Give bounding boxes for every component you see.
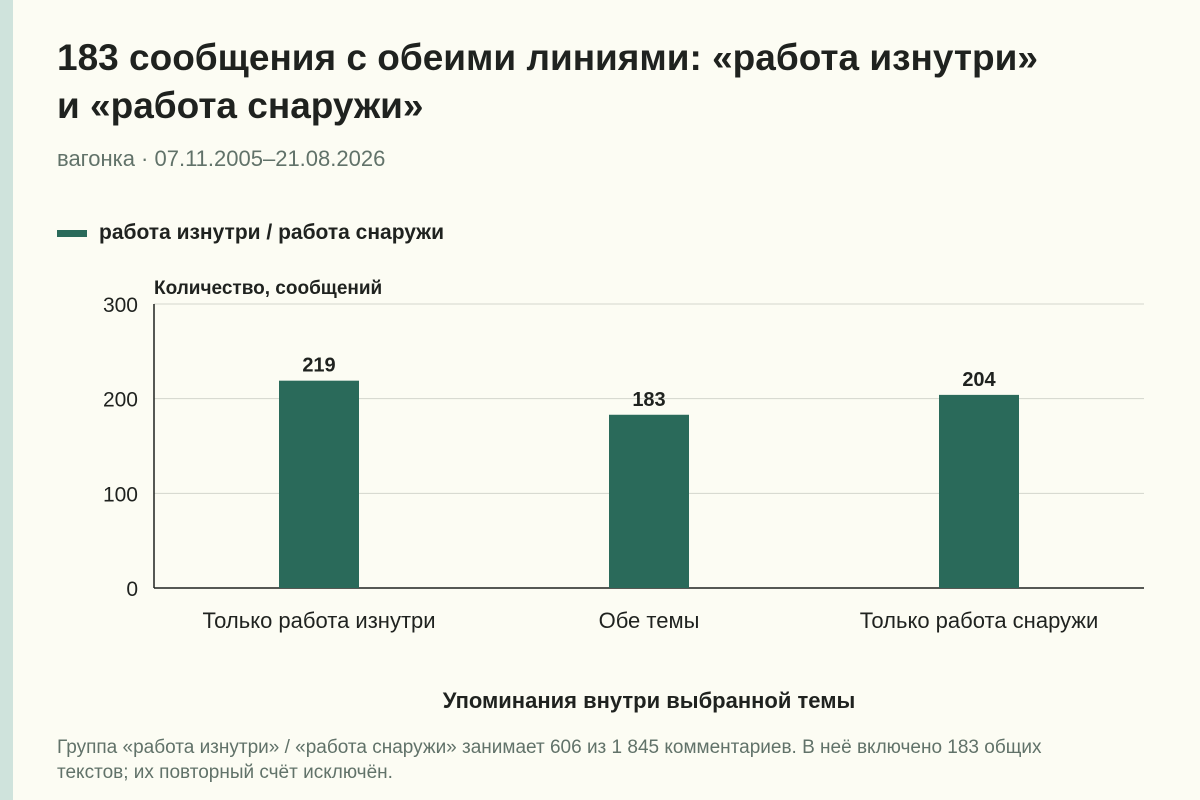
chart-title: 183 сообщения с обеими линиями: «работа … — [57, 37, 1038, 126]
x-tick-label: Только работа снаружи — [860, 608, 1099, 633]
y-tick-label: 300 — [103, 294, 138, 317]
chart-subtitle: вагонка · 07.11.2005–21.08.2026 — [57, 146, 386, 171]
legend-label: работа изнутри / работа снаружи — [99, 221, 444, 244]
footnote: Группа «работа изнутри» / «работа снаруж… — [57, 737, 1042, 783]
y-tick-label: 200 — [103, 389, 138, 412]
bar — [939, 394, 1019, 588]
x-tick-label: Только работа изнутри — [202, 608, 435, 633]
legend-swatch — [57, 229, 87, 237]
y-tick-label: 100 — [103, 483, 138, 506]
bar-value-label: 204 — [962, 369, 996, 391]
legend: работа изнутри / работа снаружи — [57, 219, 444, 247]
bar — [279, 380, 359, 588]
y-tick-label: 0 — [126, 578, 138, 601]
accent-strip — [0, 0, 13, 800]
y-axis-label: Количество, сообщений — [154, 278, 382, 299]
x-axis-label: Упоминания внутри выбранной темы — [443, 688, 856, 713]
bar-value-label: 183 — [632, 389, 665, 411]
bar — [609, 414, 689, 588]
x-tick-label: Обе темы — [599, 608, 700, 633]
bar-value-label: 219 — [302, 355, 335, 377]
